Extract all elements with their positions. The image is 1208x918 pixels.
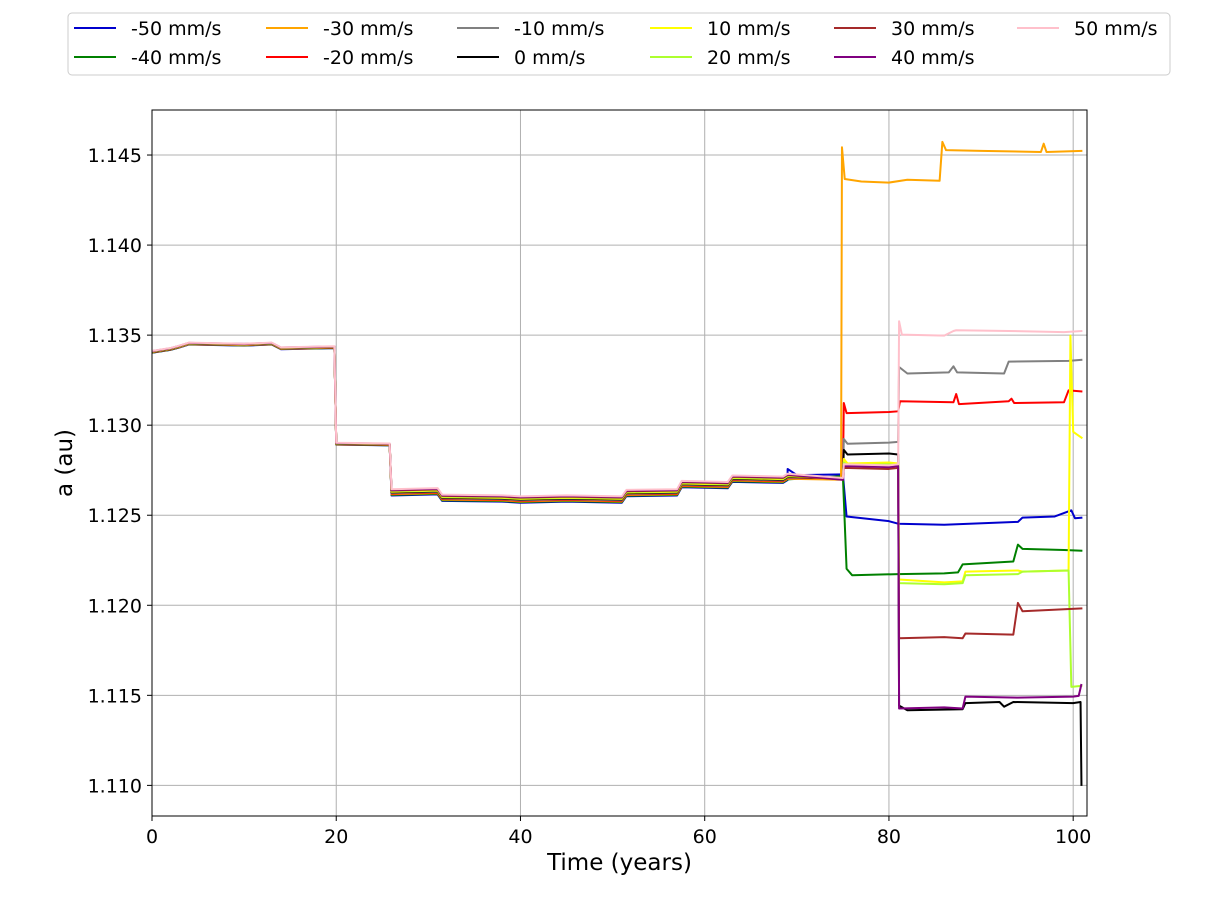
legend-label: -10 mm/s — [514, 18, 604, 40]
y-axis-ticks: 1.110 1.115 1.120 1.125 1.130 1.135 1.140 1.145 — [88, 145, 152, 797]
plot-frame — [151, 109, 1088, 817]
x-tick-label: 60 — [693, 826, 717, 848]
x-tick-label: 0 — [146, 826, 158, 848]
y-axis-label: a (au) — [52, 429, 78, 497]
y-tick-label: 1.140 — [88, 235, 142, 257]
legend-label: 10 mm/s — [707, 18, 791, 40]
series-lines — [151, 140, 1083, 786]
series-line — [151, 342, 1083, 640]
y-tick-label: 1.120 — [88, 595, 142, 617]
series-line — [151, 342, 1083, 786]
y-tick-label: 1.125 — [88, 505, 142, 527]
legend-label: -50 mm/s — [131, 18, 221, 40]
x-tick-label: 80 — [877, 826, 901, 848]
series-line — [151, 342, 1083, 502]
legend-box — [67, 12, 1171, 76]
legend-label: 30 mm/s — [891, 18, 975, 40]
x-tick-label: 20 — [324, 826, 348, 848]
legend-label: 20 mm/s — [707, 47, 791, 69]
series-line — [151, 140, 1083, 503]
x-axis-ticks: 0 20 40 60 80 100 — [146, 816, 1091, 848]
series-line — [151, 342, 1083, 502]
x-tick-label: 40 — [508, 826, 532, 848]
legend-label: 50 mm/s — [1074, 18, 1158, 40]
x-tick-label: 100 — [1055, 826, 1091, 848]
legend-label: -30 mm/s — [323, 18, 413, 40]
y-tick-label: 1.115 — [88, 685, 142, 707]
legend: -50 mm/s -40 mm/s -30 mm/s -20 mm/s -10 mm/s… — [67, 12, 1171, 76]
legend-label: -40 mm/s — [131, 47, 221, 69]
legend-label: 40 mm/s — [891, 47, 975, 69]
legend-label: 0 mm/s — [514, 47, 585, 69]
y-tick-label: 1.145 — [88, 145, 142, 167]
y-tick-label: 1.130 — [88, 415, 142, 437]
y-tick-label: 1.135 — [88, 325, 142, 347]
x-axis-label: Time (years) — [546, 850, 692, 876]
series-line — [151, 320, 1083, 498]
series-line — [151, 343, 1083, 577]
legend-label: -20 mm/s — [323, 47, 413, 69]
y-tick-label: 1.110 — [88, 775, 142, 797]
